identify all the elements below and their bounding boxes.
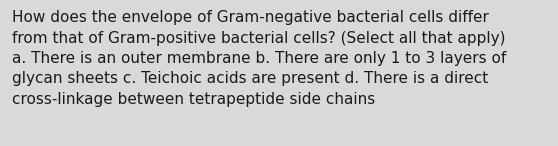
Text: How does the envelope of Gram-negative bacterial cells differ
from that of Gram-: How does the envelope of Gram-negative b… [12,10,507,107]
